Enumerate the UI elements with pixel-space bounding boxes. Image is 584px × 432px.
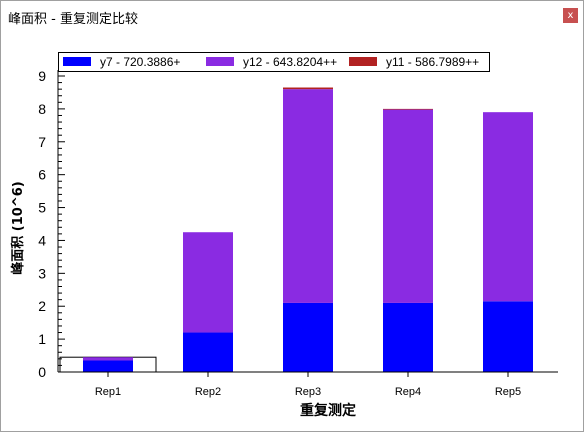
x-tick-label-rep4: Rep4 bbox=[395, 386, 421, 398]
bar-rep5-series-2[interactable] bbox=[483, 112, 533, 302]
bar-rep2-series-2[interactable] bbox=[183, 232, 233, 333]
bar-rep3-series-2[interactable] bbox=[283, 89, 333, 303]
x-tick-label-rep5: Rep5 bbox=[495, 386, 521, 398]
legend-label: y11 - 586.7989++ bbox=[386, 55, 480, 69]
legend-label: y7 - 720.3886+ bbox=[100, 55, 181, 69]
window-title: 峰面积 - 重复测定比较 bbox=[8, 12, 138, 27]
bar-rep5-series-1[interactable] bbox=[483, 301, 533, 372]
y-tick-label-1: 1 bbox=[38, 331, 46, 347]
bar-rep4-series-3[interactable] bbox=[383, 108, 433, 110]
y-tick-label-7: 7 bbox=[38, 134, 46, 150]
title-bar: 峰面积 - 重复测定比较 x bbox=[1, 1, 583, 31]
bar-rep3-series-3[interactable] bbox=[283, 87, 333, 90]
bar-rep1-series-1[interactable] bbox=[83, 360, 133, 372]
legend-label: y12 - 643.8204++ bbox=[243, 55, 338, 69]
chart-legend: y7 - 720.3886+ y12 - 643.8204++ y11 - 586.… bbox=[58, 52, 490, 72]
y-axis-title: 峰面积 (10^6) bbox=[10, 181, 26, 274]
y-tick-label-3: 3 bbox=[38, 265, 46, 281]
bar-rep1-series-2[interactable] bbox=[83, 357, 133, 361]
bar-rep2-series-1[interactable] bbox=[183, 332, 233, 372]
bar-rep4-series-2[interactable] bbox=[383, 109, 433, 303]
bar-rep3-series-1[interactable] bbox=[283, 302, 333, 372]
legend-swatch bbox=[206, 57, 234, 66]
y-tick-label-5: 5 bbox=[38, 200, 46, 216]
y-tick-label-8: 8 bbox=[38, 101, 46, 117]
x-tick-label-rep2: Rep2 bbox=[195, 386, 221, 398]
legend-swatch bbox=[63, 57, 91, 66]
close-button[interactable]: x bbox=[563, 8, 578, 23]
x-axis-title: 重复测定 bbox=[300, 402, 356, 419]
y-tick-label-6: 6 bbox=[38, 167, 46, 183]
x-tick-label-rep3: Rep3 bbox=[295, 386, 321, 398]
y-tick-label-2: 2 bbox=[38, 298, 46, 314]
y-tick-label-4: 4 bbox=[38, 232, 46, 248]
y-tick-label-9: 9 bbox=[38, 68, 46, 84]
bar-rep4-series-1[interactable] bbox=[383, 302, 433, 372]
legend-swatch bbox=[349, 57, 377, 66]
close-icon: x bbox=[567, 10, 574, 21]
y-tick-label-0: 0 bbox=[38, 364, 46, 380]
x-tick-label-rep1: Rep1 bbox=[95, 386, 121, 398]
